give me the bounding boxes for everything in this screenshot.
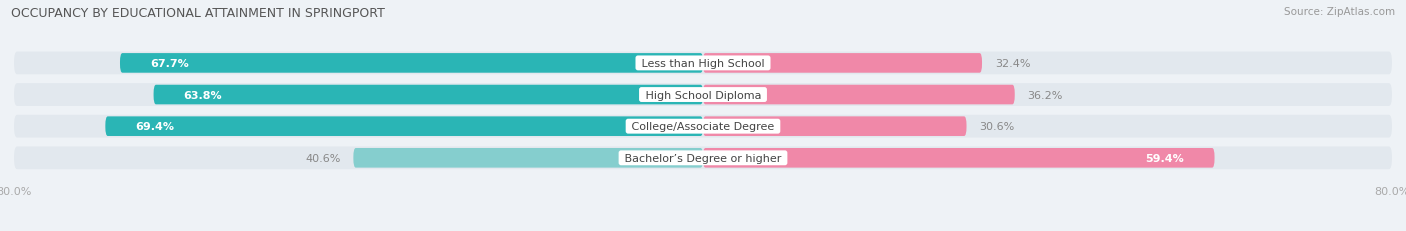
FancyBboxPatch shape	[153, 85, 703, 105]
FancyBboxPatch shape	[14, 52, 1392, 75]
FancyBboxPatch shape	[703, 85, 1015, 105]
Text: 59.4%: 59.4%	[1146, 153, 1184, 163]
Text: 69.4%: 69.4%	[135, 122, 174, 132]
FancyBboxPatch shape	[14, 84, 1392, 106]
Text: Less than High School: Less than High School	[638, 59, 768, 69]
Text: 36.2%: 36.2%	[1028, 90, 1063, 100]
FancyBboxPatch shape	[120, 54, 703, 73]
FancyBboxPatch shape	[703, 117, 966, 136]
Text: OCCUPANCY BY EDUCATIONAL ATTAINMENT IN SPRINGPORT: OCCUPANCY BY EDUCATIONAL ATTAINMENT IN S…	[11, 7, 385, 20]
Text: Bachelor’s Degree or higher: Bachelor’s Degree or higher	[621, 153, 785, 163]
Text: High School Diploma: High School Diploma	[641, 90, 765, 100]
FancyBboxPatch shape	[353, 148, 703, 168]
Text: 30.6%: 30.6%	[980, 122, 1015, 132]
Legend: Owner-occupied, Renter-occupied: Owner-occupied, Renter-occupied	[579, 228, 827, 231]
FancyBboxPatch shape	[14, 115, 1392, 138]
Text: 40.6%: 40.6%	[305, 153, 340, 163]
Text: 32.4%: 32.4%	[995, 59, 1031, 69]
FancyBboxPatch shape	[105, 117, 703, 136]
Text: Source: ZipAtlas.com: Source: ZipAtlas.com	[1284, 7, 1395, 17]
Text: College/Associate Degree: College/Associate Degree	[628, 122, 778, 132]
FancyBboxPatch shape	[14, 147, 1392, 170]
FancyBboxPatch shape	[703, 54, 981, 73]
Text: 63.8%: 63.8%	[184, 90, 222, 100]
Text: 67.7%: 67.7%	[150, 59, 188, 69]
FancyBboxPatch shape	[703, 148, 1215, 168]
